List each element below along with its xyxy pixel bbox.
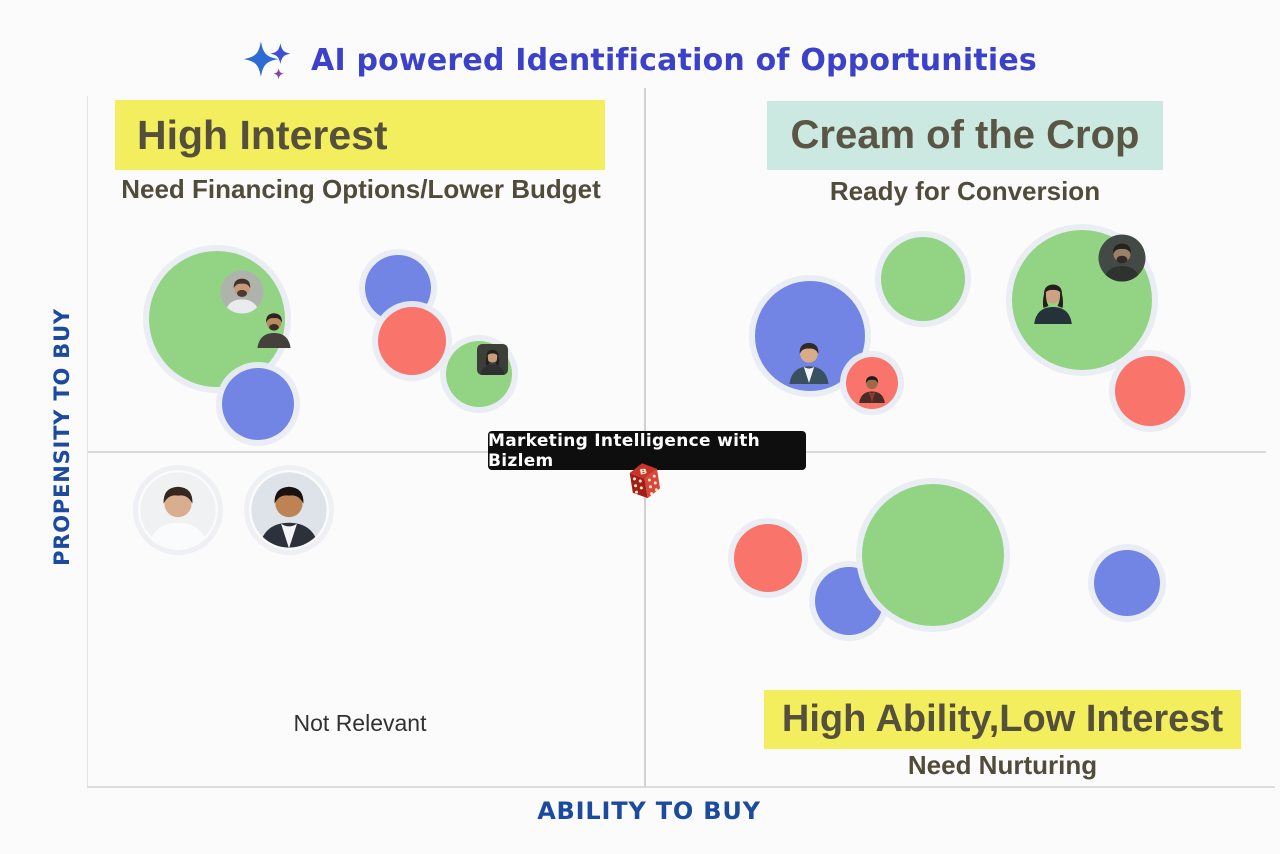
opportunity-bubble[interactable]	[378, 307, 446, 375]
opportunity-bubble[interactable]	[222, 368, 294, 440]
contact-photo	[219, 269, 265, 315]
axis-bottom-line	[87, 786, 1275, 788]
dice-logo-icon: B	[622, 458, 668, 513]
contact-photo	[476, 343, 509, 376]
sparkles-icon	[243, 37, 293, 83]
contact-photo	[1028, 274, 1078, 326]
page-title: AI powered Identification of Opportuniti…	[311, 42, 1037, 78]
opportunity-bubble[interactable]	[734, 524, 802, 592]
contact-photo	[855, 369, 889, 405]
axis-left-line	[87, 96, 88, 787]
center-badge: Marketing Intelligence with Bizlem	[488, 431, 806, 471]
contact-photo	[1097, 233, 1147, 283]
quadrant-heading-cream-of-the-crop: Cream of the Crop	[767, 101, 1163, 170]
opportunity-bubble[interactable]	[862, 484, 1004, 626]
opportunity-bubble[interactable]	[881, 237, 965, 321]
opportunity-bubble[interactable]	[1094, 550, 1160, 616]
quadrant-subheading-cream-of-the-crop: Ready for Conversion	[829, 176, 1101, 206]
contact-photo[interactable]	[138, 470, 218, 550]
quadrant-subheading-high-interest: Need Financing Options/Lower Budget	[121, 174, 601, 204]
opportunity-bubble[interactable]	[1115, 356, 1185, 426]
contact-photo	[783, 332, 835, 387]
quadrant-subheading-high-ability-low-interest: Need Nurturing	[907, 750, 1098, 780]
chart-title-row: AI powered Identification of Opportuniti…	[0, 34, 1280, 86]
svg-text:B: B	[639, 468, 648, 477]
y-axis-label: PROPENSITY TO BUY	[50, 308, 74, 566]
contact-photo[interactable]	[249, 470, 329, 550]
quadrant-heading-high-ability-low-interest: High Ability,Low Interest	[764, 690, 1241, 749]
quadrant-heading-high-interest: High Interest	[115, 100, 605, 170]
opportunity-bubble[interactable]	[149, 251, 285, 387]
contact-photo	[252, 304, 296, 350]
quadrant-label-not-relevant: Not Relevant	[293, 710, 427, 736]
x-axis-label: ABILITY TO BUY	[537, 797, 761, 825]
